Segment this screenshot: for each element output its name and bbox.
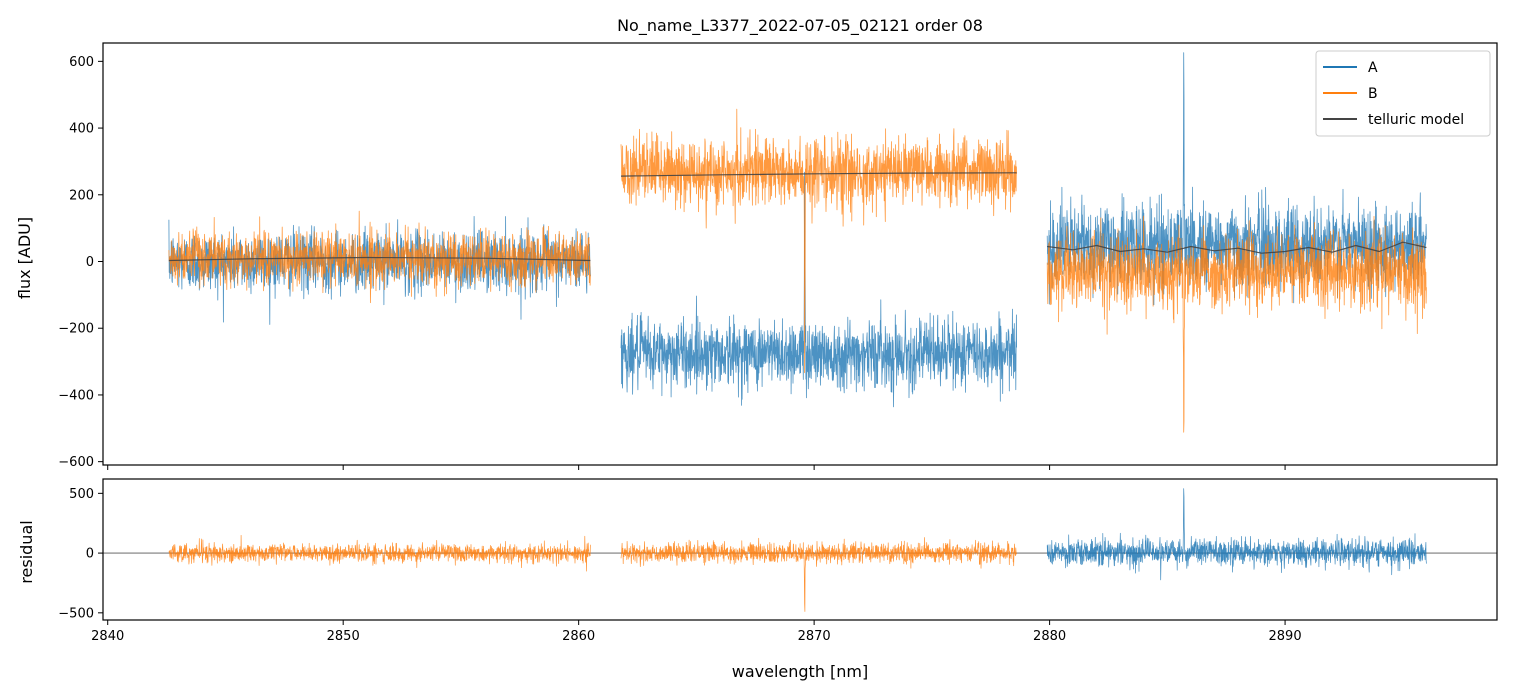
flux-y-ticks: −600 −400 −200 0 200 400 600 — [58, 55, 103, 470]
flux-ytick-label: 200 — [69, 188, 94, 203]
flux-ytick-label: 400 — [69, 122, 94, 137]
residual-ytick-label: 0 — [86, 547, 94, 562]
x-axis-label: wavelength [nm] — [732, 662, 869, 681]
residual-axes-frame — [102, 478, 1498, 621]
flux-ytick-label: 0 — [86, 255, 94, 270]
flux-ytick-label: −600 — [58, 455, 94, 470]
flux-ytick-label: −400 — [58, 388, 94, 403]
flux-ytick-label: −200 — [58, 322, 94, 337]
residual-ytick-label: 500 — [69, 487, 94, 502]
residual-panel: 2840 2850 2860 2870 2880 2890 −500 0 500 wavele… — [17, 478, 1498, 681]
legend-label-telluric: telluric model — [1368, 112, 1464, 128]
telluric-model-line-segment-0 — [168, 256, 591, 262]
series-b-line-segment-0 — [168, 210, 591, 304]
flux-ytick-label: 600 — [69, 55, 94, 70]
residual-xtick-label: 2840 — [91, 629, 124, 644]
flux-data-layer — [168, 52, 1427, 433]
residual-x-ticks: 2840 2850 2860 2870 2880 2890 — [91, 620, 1302, 644]
residual-xtick-label: 2880 — [1033, 629, 1066, 644]
residual-xtick-label: 2850 — [327, 629, 360, 644]
flux-y-axis-label: flux [ADU] — [15, 217, 34, 299]
residual-xtick-label: 2870 — [798, 629, 831, 644]
legend-box — [1315, 50, 1491, 137]
residual-y-axis-label: residual — [17, 520, 36, 583]
residual-xtick-label: 2890 — [1269, 629, 1302, 644]
telluric-model-line-segment-1 — [620, 172, 1017, 177]
residual-data-layer — [103, 488, 1497, 612]
series-b-line-segment-2 — [1046, 215, 1427, 433]
chart-title: No_name_L3377_2022-07-05_02121 order 08 — [617, 16, 983, 36]
flux-x-ticks — [107, 465, 1286, 470]
series-b-line-segment-1 — [620, 108, 1017, 374]
flux-panel: −600 −400 −200 0 200 400 600 No_name_L3377_202… — [15, 16, 1498, 470]
legend-label-a: A — [1368, 60, 1378, 76]
telluric-model-line-segment-2 — [1047, 241, 1427, 254]
residual-b-line-segment-1 — [620, 537, 1017, 612]
series-a-line-segment-1 — [620, 171, 1017, 408]
residual-xtick-label: 2860 — [562, 629, 595, 644]
flux-axes-frame — [102, 42, 1498, 466]
legend: A B telluric model — [1315, 50, 1491, 137]
residual-y-ticks: −500 0 500 — [58, 487, 103, 621]
legend-label-b: B — [1368, 86, 1378, 102]
residual-a-line-segment-0 — [1046, 488, 1427, 581]
residual-b-line-segment-0 — [168, 534, 591, 572]
residual-ytick-label: −500 — [58, 606, 94, 621]
